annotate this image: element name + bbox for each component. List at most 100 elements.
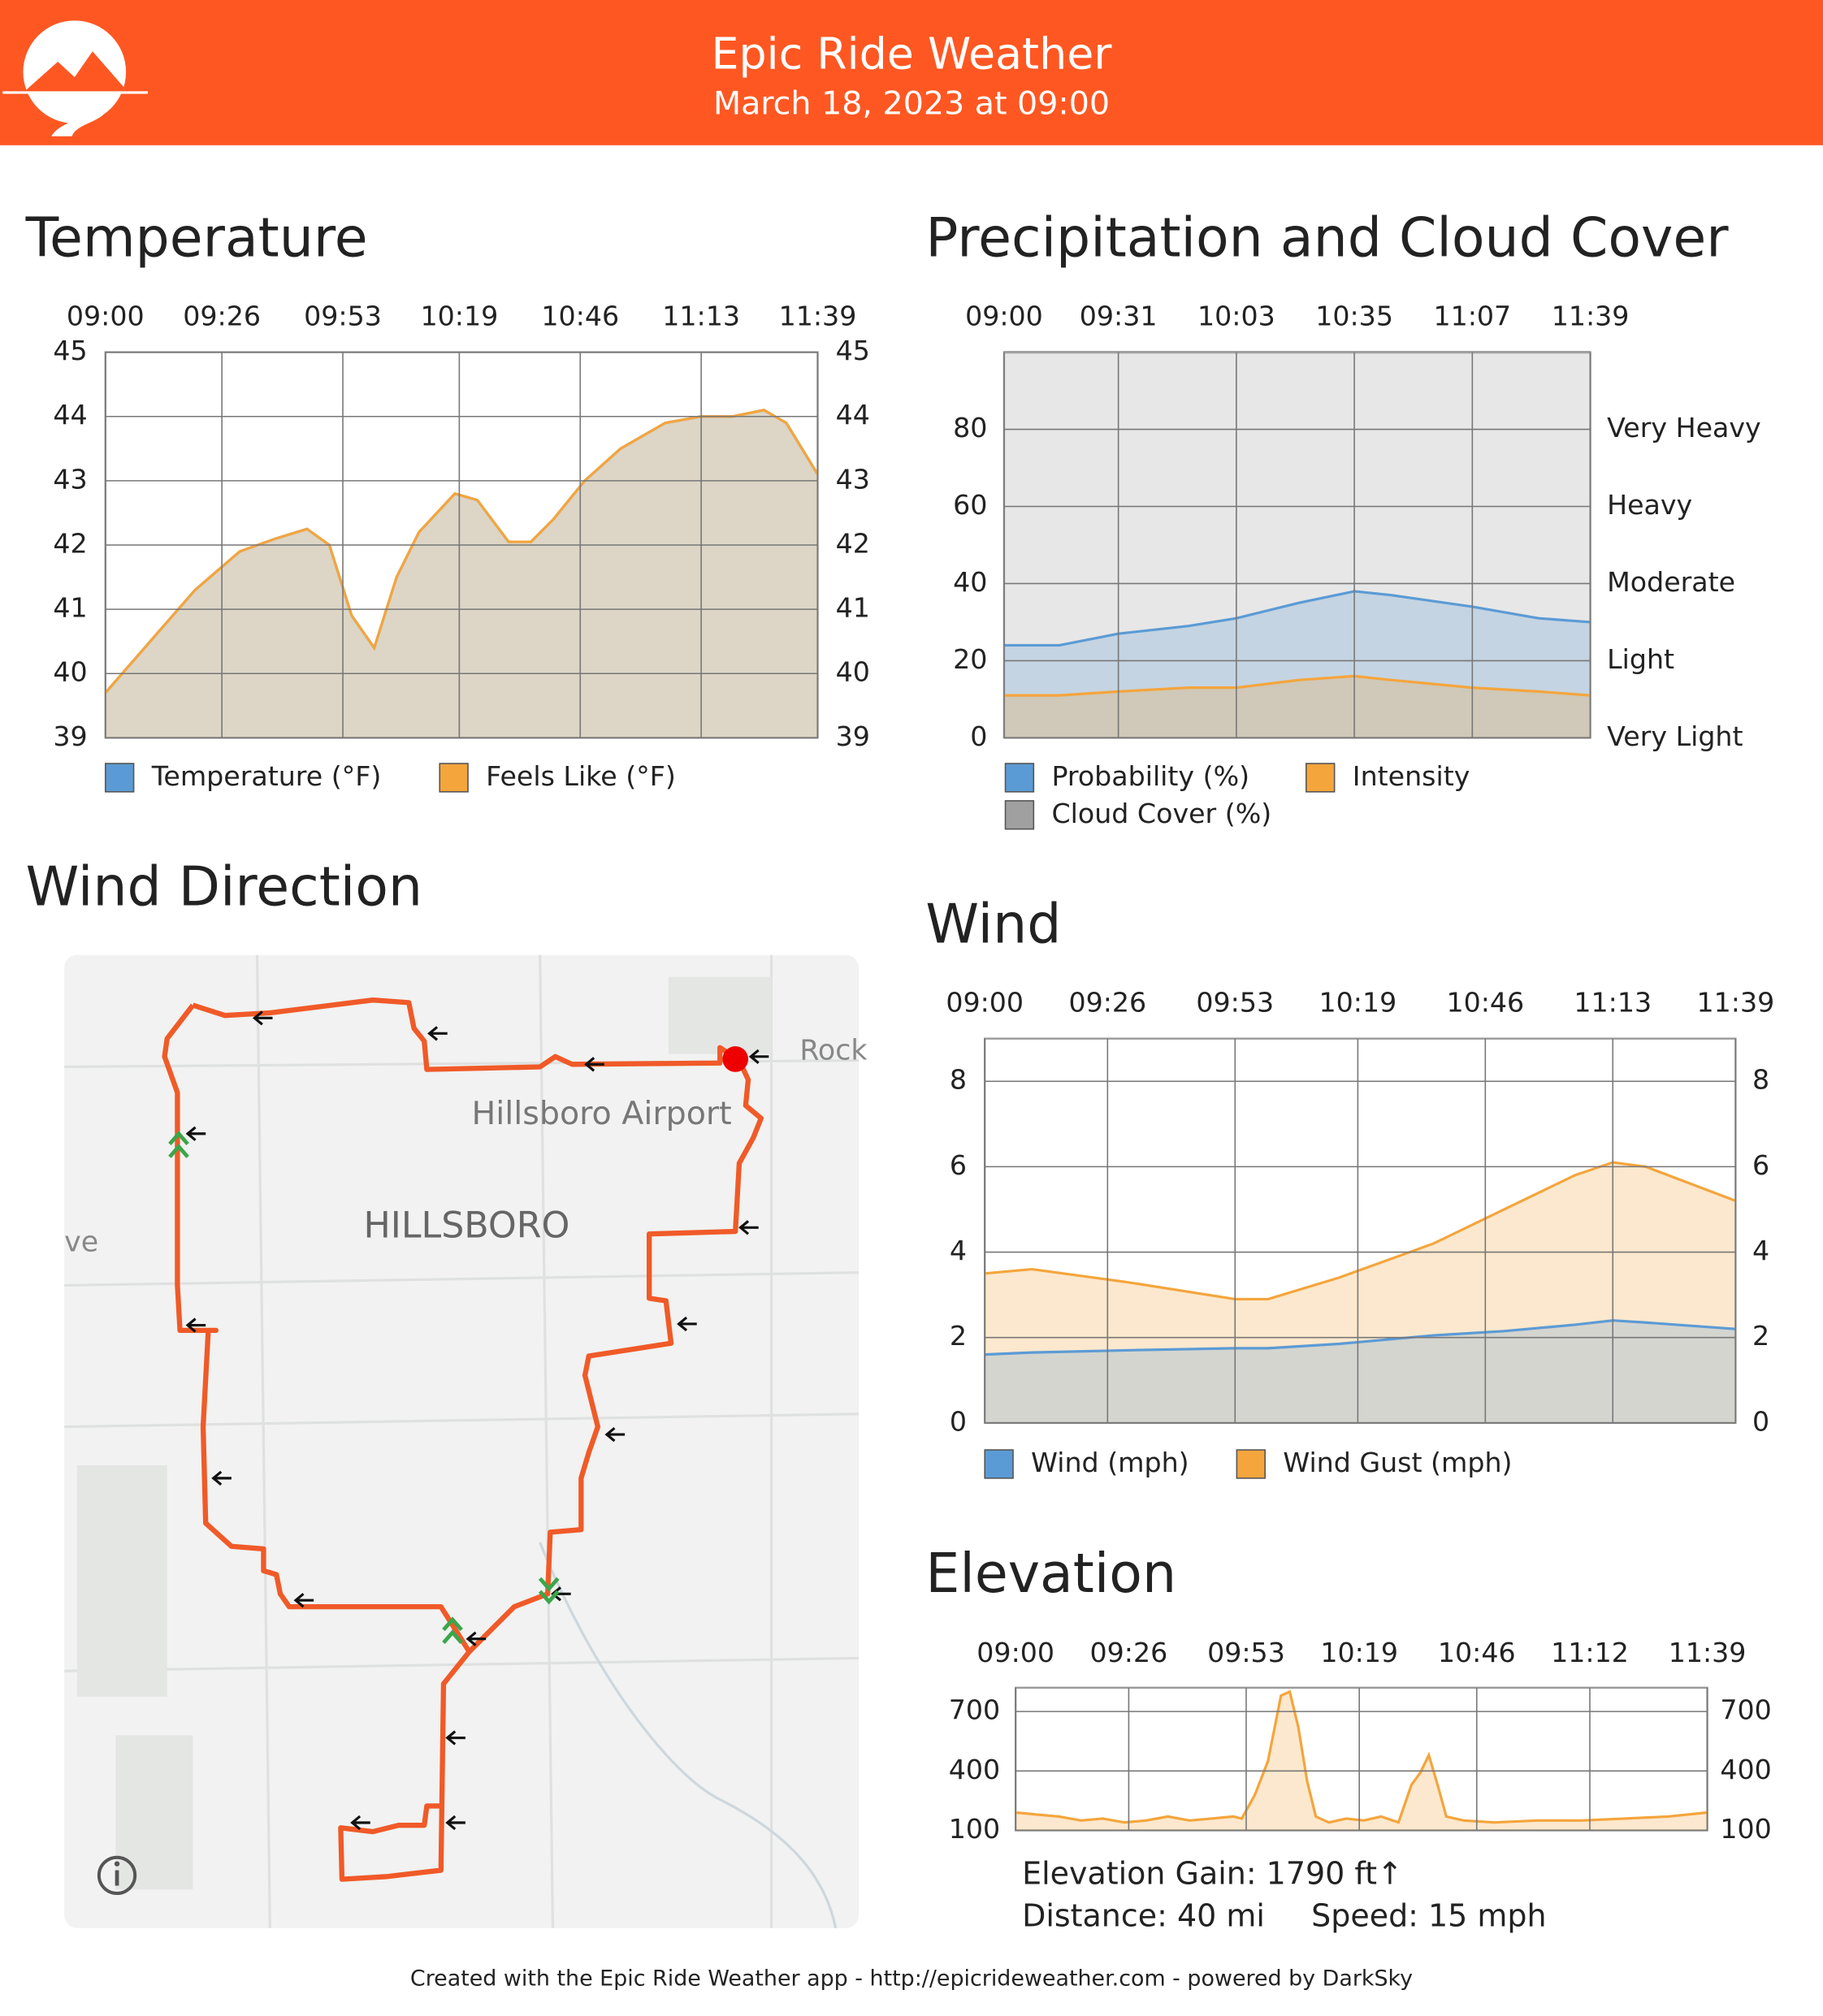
info-icon[interactable] — [97, 1855, 137, 1896]
legend-label: Temperature (°F) — [151, 760, 382, 792]
area-fill — [985, 1162, 1736, 1423]
legend-swatch — [1236, 1449, 1266, 1479]
x-tick-label: 09:26 — [183, 300, 261, 331]
legend-swatch — [1004, 800, 1035, 830]
y-tick-label: 100 — [949, 1813, 1000, 1845]
x-tick-label: 10:19 — [1319, 986, 1397, 1018]
y2-tick-label: 39 — [836, 720, 870, 752]
x-tick-label: 10:46 — [541, 300, 619, 331]
y-tick-label: 4 — [950, 1235, 967, 1266]
x-tick-label: 11:39 — [1697, 986, 1775, 1018]
start-marker — [722, 1046, 749, 1072]
y2-tick-label: Light — [1607, 643, 1674, 675]
legend-swatch — [1004, 763, 1035, 793]
y-tick-label: 39 — [53, 720, 87, 752]
area-fill — [985, 1320, 1736, 1423]
x-tick-label: 10:46 — [1438, 1637, 1516, 1668]
chart-title: Elevation — [925, 1542, 1176, 1605]
map-label: Rock — [799, 1034, 868, 1066]
legend-swatch — [439, 763, 469, 793]
y2-tick-label: 6 — [1752, 1149, 1769, 1181]
x-tick-label: 09:53 — [1196, 986, 1274, 1018]
area-line — [1003, 590, 1591, 647]
y2-tick-label: Moderate — [1607, 566, 1735, 598]
area-fill — [1003, 352, 1591, 738]
map-label: ve — [64, 1226, 98, 1258]
y-tick-label: 0 — [970, 720, 987, 752]
elevation-gain: Elevation Gain: 1790 ft↑ — [1022, 1855, 1403, 1891]
y2-tick-label: 4 — [1752, 1235, 1769, 1266]
y-tick-label: 20 — [953, 643, 987, 675]
footer: Created with the Epic Ride Weather app -… — [410, 1966, 1413, 1992]
legend-swatch — [104, 763, 135, 793]
map-label: HILLSBORO — [363, 1205, 569, 1246]
y-tick-label: 45 — [53, 335, 87, 366]
map: Hillsboro Airport HILLSBORO Rock ve — [64, 954, 868, 1929]
legend-label: Cloud Cover (%) — [1051, 798, 1271, 829]
y2-tick-label: 44 — [836, 399, 870, 430]
y2-tick-label: 8 — [1752, 1064, 1769, 1096]
y-tick-label: 60 — [953, 489, 987, 521]
y2-tick-label: 700 — [1720, 1694, 1771, 1726]
legend-swatch — [984, 1449, 1014, 1479]
x-tick-label: 09:31 — [1080, 300, 1158, 331]
legend-label: Feels Like (°F) — [486, 760, 676, 792]
x-tick-label: 11:39 — [1552, 300, 1630, 331]
tailwind-chevrons — [168, 1131, 560, 1645]
y-tick-label: 2 — [950, 1320, 967, 1352]
x-tick-label: 11:39 — [1669, 1637, 1747, 1668]
area-fill — [105, 409, 818, 738]
x-tick-label: 09:53 — [304, 300, 382, 331]
wind-arrows — [185, 1010, 769, 1831]
x-tick-label: 09:00 — [965, 300, 1043, 331]
y-tick-label: 40 — [53, 656, 87, 688]
y2-tick-label: 43 — [836, 463, 870, 495]
y-tick-label: 44 — [53, 399, 87, 430]
area-fill — [1003, 591, 1591, 738]
area-line — [985, 1319, 1736, 1356]
y-tick-label: 400 — [949, 1754, 1000, 1785]
x-tick-label: 10:46 — [1446, 986, 1524, 1018]
y-tick-label: 43 — [53, 463, 87, 495]
legend-label: Probability (%) — [1051, 760, 1249, 792]
x-tick-label: 11:12 — [1551, 1637, 1629, 1668]
plot-area — [1014, 1686, 1708, 1832]
y-tick-label: 41 — [53, 592, 87, 624]
x-tick-label: 11:39 — [779, 300, 857, 331]
y-tick-label: 80 — [953, 412, 987, 443]
x-tick-label: 11:13 — [662, 300, 740, 331]
map-title: Wind Direction — [26, 855, 422, 919]
legend-label: Wind Gust (mph) — [1283, 1447, 1512, 1478]
legend-label: Wind (mph) — [1031, 1447, 1189, 1478]
x-tick-label: 11:07 — [1433, 300, 1511, 331]
x-tick-label: 09:00 — [976, 1637, 1054, 1668]
y2-tick-label: 41 — [836, 592, 870, 624]
x-tick-label: 10:35 — [1315, 300, 1393, 331]
y2-tick-label: Very Heavy — [1607, 412, 1761, 443]
y-tick-label: 6 — [950, 1149, 967, 1181]
x-tick-label: 10:19 — [420, 300, 498, 331]
y-tick-label: 700 — [949, 1694, 1000, 1726]
x-tick-label: 10:03 — [1197, 300, 1275, 331]
logo — [2, 20, 148, 136]
y2-tick-label: 0 — [1752, 1405, 1769, 1437]
x-tick-label: 11:13 — [1574, 986, 1652, 1018]
chart-title: Temperature — [25, 206, 368, 270]
y-tick-label: 40 — [953, 566, 987, 598]
area-fill — [105, 409, 818, 738]
y2-tick-label: 2 — [1752, 1320, 1769, 1352]
header-title: Epic Ride Weather — [712, 28, 1113, 79]
x-tick-label: 09:00 — [946, 986, 1024, 1018]
header-subtitle: March 18, 2023 at 09:00 — [713, 84, 1110, 122]
y2-tick-label: 45 — [836, 335, 870, 366]
x-tick-label: 10:19 — [1320, 1637, 1398, 1668]
y2-tick-label: Very Light — [1607, 720, 1743, 752]
y2-tick-label: 42 — [836, 527, 870, 559]
legend-label: Intensity — [1353, 760, 1470, 792]
y2-tick-label: 40 — [836, 656, 870, 688]
header-bar — [0, 0, 1823, 145]
y2-tick-label: Heavy — [1607, 489, 1692, 521]
plot-area — [1002, 351, 1591, 739]
